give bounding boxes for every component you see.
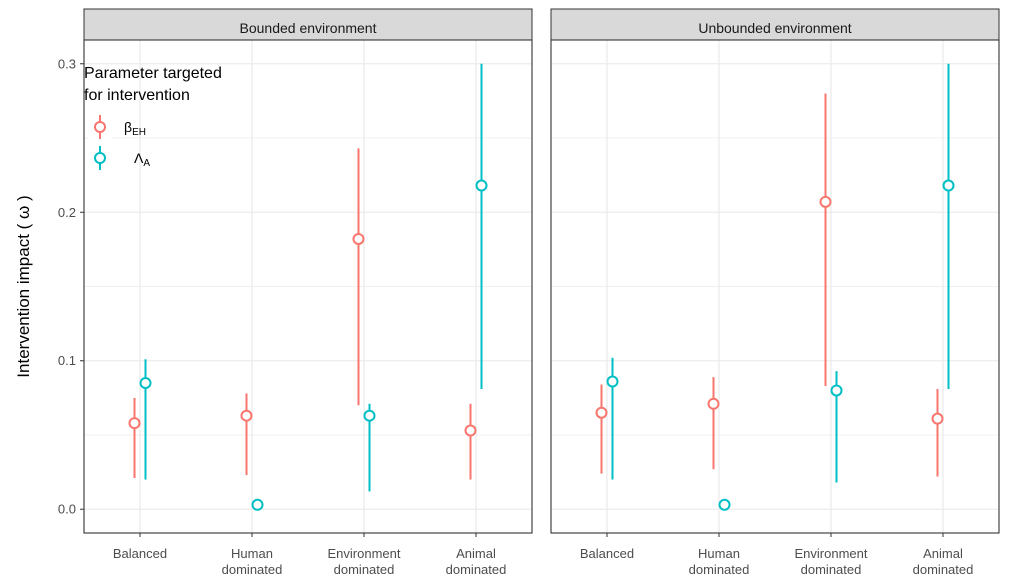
x-tick-label: dominated — [913, 562, 974, 577]
x-tick-label: Environment — [795, 546, 868, 561]
x-tick-label: Balanced — [113, 546, 167, 561]
data-point — [477, 181, 487, 191]
data-point — [944, 181, 954, 191]
x-tick-label: dominated — [446, 562, 507, 577]
legend-key-point — [95, 153, 105, 163]
data-point — [253, 500, 263, 510]
x-tick-label: Human — [698, 546, 740, 561]
data-point — [141, 378, 151, 388]
x-tick-label: Animal — [456, 546, 496, 561]
legend-title: for intervention — [84, 87, 190, 104]
legend-key-point — [95, 122, 105, 132]
data-point — [354, 234, 364, 244]
x-tick-label: dominated — [222, 562, 283, 577]
y-tick-label: 0.2 — [58, 205, 76, 220]
y-tick-label: 0.1 — [58, 353, 76, 368]
data-point — [933, 414, 943, 424]
data-point — [709, 399, 719, 409]
legend-title: Parameter targeted — [84, 65, 222, 82]
x-tick-label: Human — [231, 546, 273, 561]
data-point — [832, 385, 842, 395]
x-tick-label: dominated — [801, 562, 862, 577]
x-tick-label: dominated — [689, 562, 750, 577]
data-point — [821, 197, 831, 207]
data-point — [242, 411, 252, 421]
panel-title: Unbounded environment — [698, 20, 851, 36]
x-tick-label: Balanced — [580, 546, 634, 561]
data-point — [130, 418, 140, 428]
y-tick-label: 0.3 — [58, 56, 76, 71]
data-point — [608, 377, 618, 387]
data-point — [597, 408, 607, 418]
x-tick-label: Animal — [923, 546, 963, 561]
legend-key — [88, 115, 112, 139]
data-point — [466, 426, 476, 436]
legend-key — [88, 146, 112, 170]
y-axis-label: Intervention impact ( ω ) — [14, 195, 33, 377]
legend-label-subscript: EH — [132, 127, 146, 138]
panel-title: Bounded environment — [240, 20, 377, 36]
legend-label-subscript: A — [143, 158, 150, 169]
data-point — [365, 411, 375, 421]
x-tick-label: Environment — [328, 546, 401, 561]
x-tick-label: dominated — [334, 562, 395, 577]
y-tick-label: 0.0 — [58, 502, 76, 517]
legend-label-symbol: β — [124, 119, 132, 135]
data-point — [720, 500, 730, 510]
